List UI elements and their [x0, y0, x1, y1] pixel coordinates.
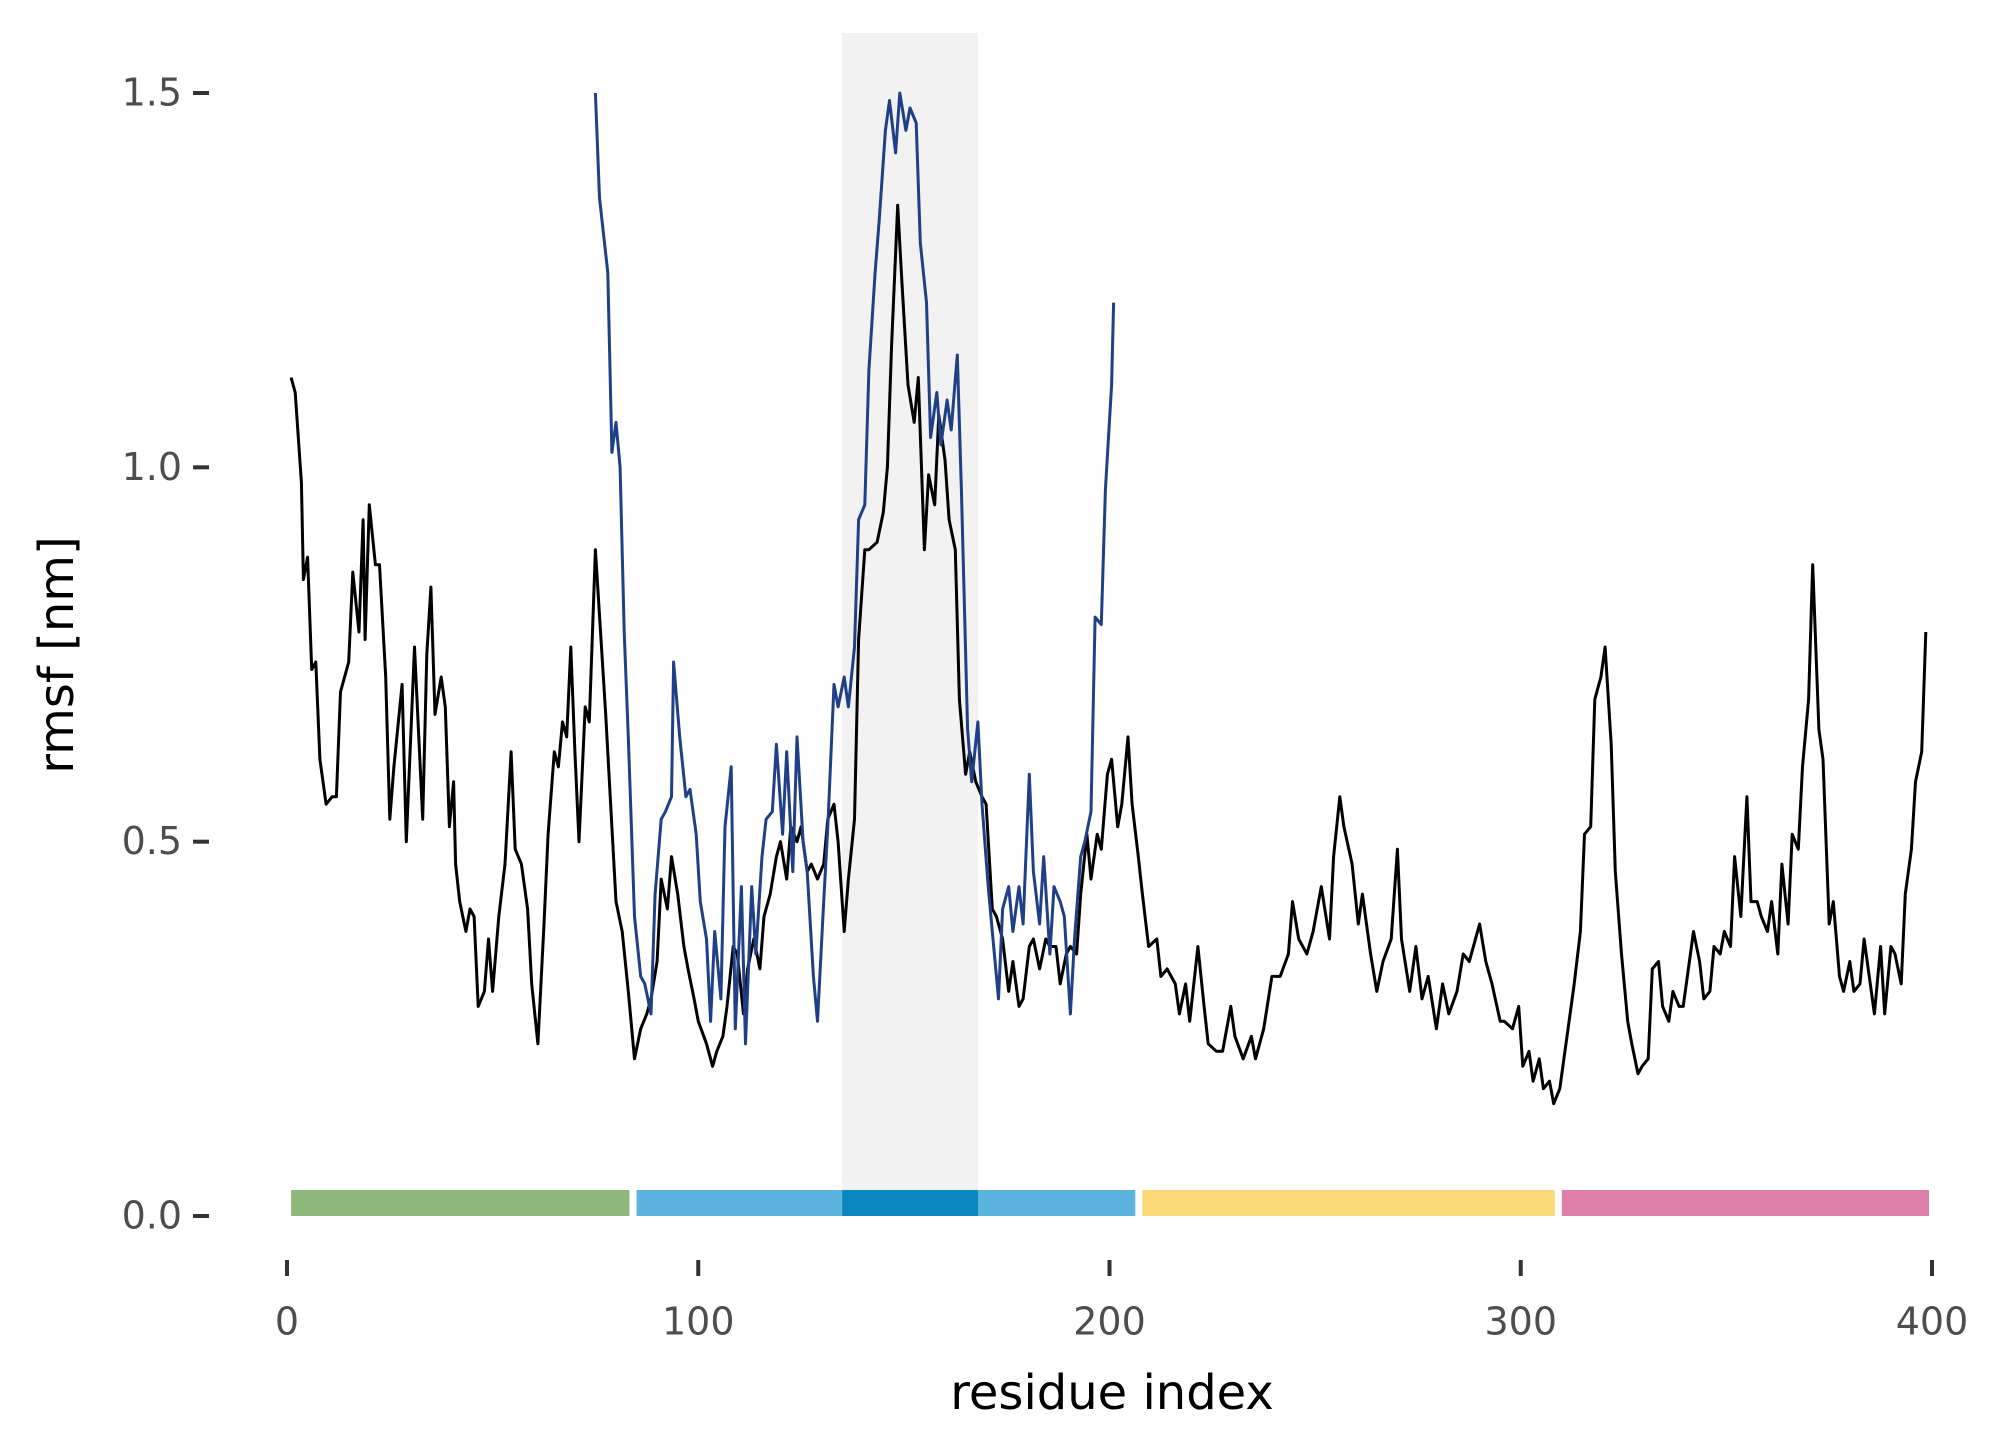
y-axis-title: rmsf [nm] — [29, 536, 85, 773]
highlight-region — [842, 33, 978, 1190]
x-tick-label: 0 — [275, 1300, 299, 1344]
x-tick-label: 200 — [1073, 1300, 1146, 1344]
domain-segment — [291, 1190, 630, 1216]
x-tick-label: 400 — [1896, 1300, 1969, 1344]
y-tick-label: 1.0 — [122, 445, 182, 489]
series-line — [593, 91, 1116, 1046]
x-tick-label: 300 — [1484, 1300, 1557, 1344]
y-tick-label: 1.5 — [122, 71, 182, 115]
y-tick-label: 0.0 — [122, 1194, 182, 1238]
domain-segment — [1142, 1190, 1555, 1216]
x-tick-label: 100 — [662, 1300, 735, 1344]
y-tick-label: 0.5 — [122, 819, 182, 863]
x-axis-title: residue index — [950, 1365, 1274, 1421]
series-line — [289, 203, 1928, 1106]
domain-segment — [1561, 1190, 1929, 1216]
highlight-segment — [842, 1190, 978, 1216]
